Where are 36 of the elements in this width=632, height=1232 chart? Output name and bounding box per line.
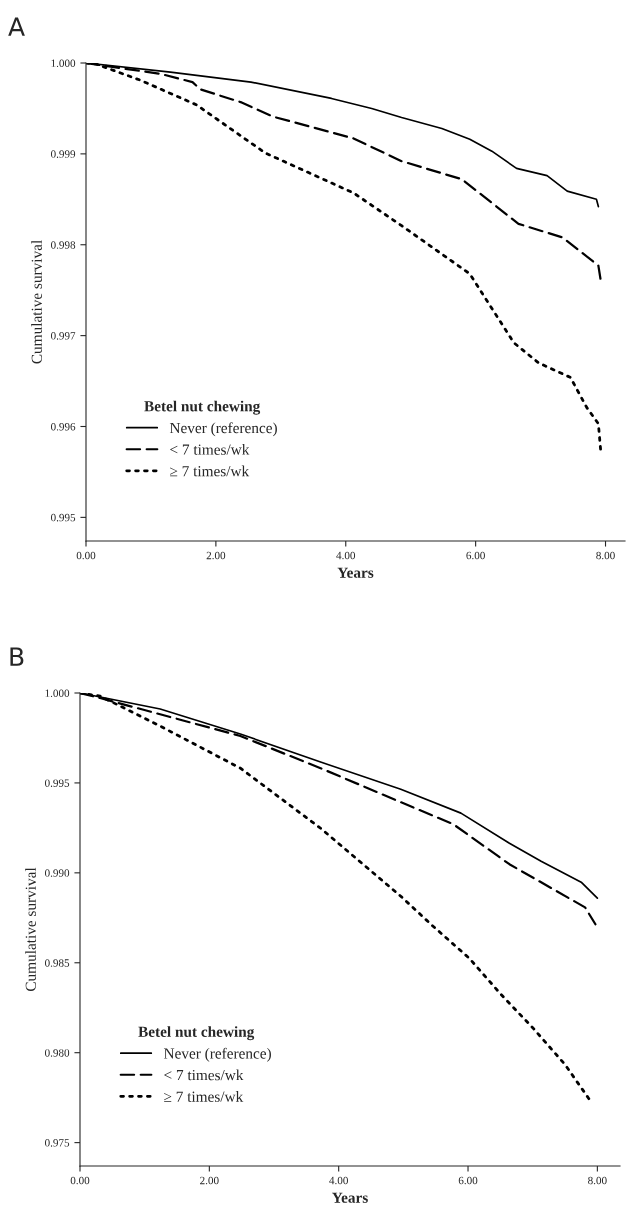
x-tick-label: 8.00 xyxy=(596,551,615,560)
x-tick-label: 6.00 xyxy=(466,551,485,560)
y-tick-label: 0.999 xyxy=(51,150,76,158)
y-tick-label: 0.996 xyxy=(51,422,76,431)
x-tick-label: 8.00 xyxy=(588,1176,607,1185)
legend-label: Never (reference) xyxy=(169,422,277,437)
chart-title: A xyxy=(8,17,25,36)
y-tick-label: 0.975 xyxy=(45,1139,70,1147)
legend-label: ≥ 7 times/wk xyxy=(164,1091,244,1102)
y-tick-label: 0.998 xyxy=(51,241,76,249)
legend-label: < 7 times/wk xyxy=(164,1069,244,1081)
legend-title: Betel nut chewing xyxy=(144,400,261,415)
legend-title: Betel nut chewing xyxy=(138,1026,255,1041)
y-tick-label: 0.995 xyxy=(45,779,70,787)
y-tick-label: 0.995 xyxy=(51,513,76,522)
legend-label: ≥ 7 times/wk xyxy=(170,465,250,477)
x-tick-label: 0.00 xyxy=(70,1176,90,1185)
legend-label: < 7 times/wk xyxy=(170,444,250,455)
x-tick-label: 4.00 xyxy=(336,551,356,560)
y-tick-label: 0.980 xyxy=(45,1049,70,1057)
x-tick-label: 2.00 xyxy=(206,551,226,560)
y-tick-label: 0.997 xyxy=(51,332,76,340)
x-axis-title: Years xyxy=(337,567,374,578)
y-tick-label: 0.985 xyxy=(45,959,70,967)
y-tick-label: 1.000 xyxy=(45,689,70,698)
legend-label: Never (reference) xyxy=(163,1047,271,1062)
y-tick-label: 1.000 xyxy=(51,59,76,68)
y-axis-title: Cumulative survival xyxy=(31,240,42,364)
x-tick-label: 6.00 xyxy=(458,1176,478,1185)
x-tick-label: 0.00 xyxy=(76,551,96,560)
y-axis-title: Cumulative survival xyxy=(25,867,36,992)
x-tick-label: 4.00 xyxy=(329,1176,348,1185)
y-tick-label: 0.990 xyxy=(45,869,70,877)
x-axis-title: Years xyxy=(332,1192,368,1203)
chart-title: B xyxy=(10,647,24,666)
x-tick-label: 2.00 xyxy=(200,1176,219,1185)
